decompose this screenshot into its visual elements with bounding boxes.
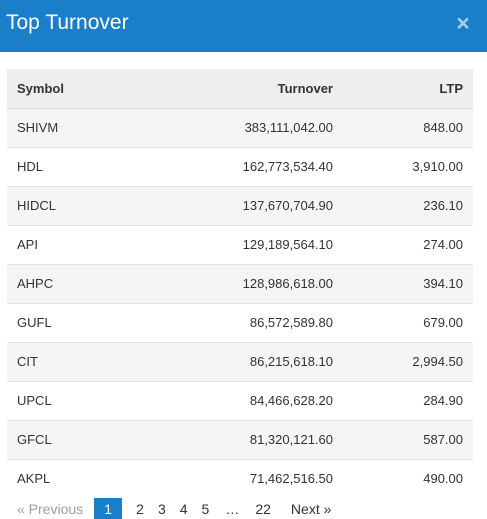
cell-symbol: CIT (17, 354, 38, 369)
table-row[interactable]: CIT 86,215,618.10 2,994.50 (7, 342, 473, 381)
cell-symbol: HDL (17, 159, 44, 174)
pagination-page-last[interactable]: 22 (255, 501, 271, 517)
cell-turnover: 129,189,564.10 (242, 237, 333, 252)
table-row[interactable]: GFCL 81,320,121.60 587.00 (7, 420, 473, 459)
cell-turnover: 162,773,534.40 (242, 159, 333, 174)
cell-symbol: SHIVM (17, 120, 59, 135)
column-header-ltp[interactable]: LTP (343, 69, 473, 109)
pagination-page-3[interactable]: 3 (157, 501, 166, 517)
cell-ltp: 2,994.50 (412, 354, 463, 369)
pagination-page-1[interactable]: 1 (94, 498, 123, 519)
close-icon[interactable]: × (456, 10, 470, 36)
pagination-page-5[interactable]: 5 (201, 501, 210, 517)
cell-symbol: AKPL (17, 471, 51, 487)
pagination-ellipsis: … (225, 501, 240, 517)
cell-ltp: 848.00 (423, 120, 463, 135)
cell-ltp: 274.00 (423, 237, 463, 252)
table-row[interactable]: HIDCL 137,670,704.90 236.10 (7, 186, 473, 225)
turnover-table: Symbol Turnover LTP SHIVM 383,111,042.00 8… (7, 69, 473, 498)
table-body: SHIVM 383,111,042.00 848.00 HDL 162,773,534.… (7, 108, 473, 498)
table-header: Symbol Turnover LTP (7, 69, 473, 109)
cell-ltp: 679.00 (423, 315, 463, 330)
table-row[interactable]: AKPL 71,462,516.50 490.00 (7, 459, 473, 498)
pagination-previous[interactable]: « Previous (17, 501, 84, 517)
cell-ltp: 3,910.00 (412, 159, 463, 174)
turnover-table-container: Symbol Turnover LTP SHIVM 383,111,042.00 8… (7, 69, 473, 498)
cell-symbol: GFCL (17, 432, 52, 447)
cell-symbol: API (17, 237, 38, 252)
table-row[interactable]: UPCL 84,466,628.20 284.90 (7, 381, 473, 420)
table-row[interactable]: AHPC 128,986,618.00 394.10 (7, 264, 473, 303)
cell-ltp: 236.10 (423, 198, 463, 213)
column-header-turnover[interactable]: Turnover (167, 69, 343, 109)
pagination-next[interactable]: Next » (290, 501, 332, 517)
column-header-symbol[interactable]: Symbol (7, 69, 167, 109)
cell-turnover: 137,670,704.90 (242, 198, 333, 213)
cell-ltp: 394.10 (423, 276, 463, 291)
table-header-row: Symbol Turnover LTP (7, 69, 473, 109)
modal-header: Top Turnover × (0, 0, 487, 52)
modal-title: Top Turnover (6, 11, 129, 34)
cell-turnover: 81,320,121.60 (249, 432, 333, 447)
cell-ltp: 284.90 (423, 393, 463, 408)
cell-turnover: 84,466,628.20 (249, 393, 333, 408)
cell-ltp: 587.00 (423, 432, 463, 447)
pagination-page-4[interactable]: 4 (179, 501, 188, 517)
cell-turnover: 71,462,516.50 (249, 471, 333, 487)
pagination: « Previous 1 2 3 4 5 … 22 Next » (10, 498, 338, 519)
cell-symbol: UPCL (17, 393, 52, 408)
cell-turnover: 128,986,618.00 (242, 276, 333, 291)
table-row[interactable]: HDL 162,773,534.40 3,910.00 (7, 147, 473, 186)
cell-symbol: GUFL (17, 315, 52, 330)
cell-turnover: 383,111,042.00 (244, 120, 333, 135)
table-row[interactable]: GUFL 86,572,589.80 679.00 (7, 303, 473, 342)
table-row[interactable]: API 129,189,564.10 274.00 (7, 225, 473, 264)
cell-turnover: 86,215,618.10 (249, 354, 333, 369)
cell-symbol: AHPC (17, 276, 54, 291)
cell-turnover: 86,572,589.80 (249, 315, 333, 330)
table-row[interactable]: SHIVM 383,111,042.00 848.00 (7, 108, 473, 147)
cell-symbol: HIDCL (17, 198, 57, 213)
cell-ltp: 490.00 (423, 471, 463, 487)
pagination-page-2[interactable]: 2 (136, 501, 144, 517)
